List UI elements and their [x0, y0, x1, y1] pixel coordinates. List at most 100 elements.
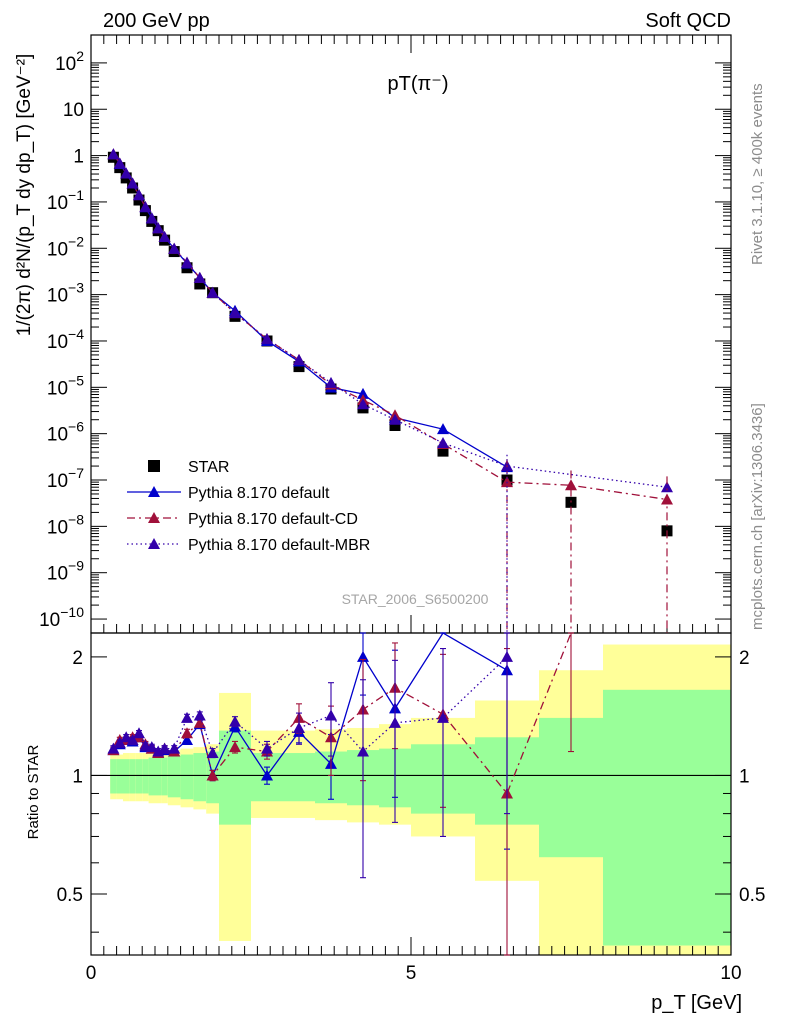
data-point — [357, 398, 369, 410]
band-stat — [161, 757, 168, 796]
series-line — [112, 154, 508, 468]
data-point — [389, 413, 401, 425]
band-stat — [116, 759, 123, 794]
data-point — [437, 445, 449, 457]
ratio-uncertainty-bands — [110, 644, 731, 955]
band-stat — [155, 757, 162, 796]
data-point — [107, 148, 120, 160]
band-stat — [193, 753, 207, 802]
data-point — [113, 157, 126, 169]
ratio-point — [261, 769, 273, 781]
ratio-point — [193, 716, 206, 728]
main-plot-frame — [90, 34, 732, 634]
legend-marker — [148, 486, 160, 497]
ratio-point — [181, 727, 193, 739]
data-point — [565, 479, 577, 491]
legend-marker — [148, 538, 160, 549]
data-point — [357, 387, 369, 399]
legend-marker — [148, 460, 160, 472]
legend-label: Pythia 8.170 default-MBR — [188, 537, 370, 554]
band-stat — [135, 759, 143, 794]
ratio-point — [357, 745, 369, 757]
y-tick-label: 10−5 — [47, 372, 84, 399]
data-point — [158, 231, 171, 243]
band-stat — [180, 754, 194, 800]
ratio-layer — [107, 632, 574, 956]
y-tick-label: 10−7 — [47, 465, 84, 492]
band-stat — [603, 689, 731, 946]
series-0 — [107, 151, 673, 537]
legend-label: Pythia 8.170 default — [188, 485, 330, 502]
data-point — [661, 481, 673, 493]
series-3 — [107, 148, 673, 493]
plot-title: pT(π⁻) — [387, 73, 448, 95]
ratio-point — [145, 741, 158, 753]
ratio-point — [181, 734, 193, 746]
ratio-point — [389, 716, 401, 728]
ratio-point — [152, 745, 165, 757]
ratio-point — [193, 709, 206, 721]
data-point — [181, 256, 193, 268]
ratio-tick-label: 0.5 — [57, 885, 83, 906]
y-tick-label: 10−8 — [47, 511, 84, 538]
ratio-tick-label: 2 — [72, 648, 83, 669]
ratio-point — [229, 715, 241, 727]
y-tick-label: 1 — [73, 147, 84, 168]
mcplots-label: mcplots.cern.ch [arXiv:1306.3436] — [749, 403, 766, 630]
series-1 — [107, 148, 513, 473]
x-tick-label: 5 — [406, 963, 417, 984]
ratio-point — [133, 727, 145, 739]
ratio-point — [261, 742, 273, 754]
data-point — [293, 361, 305, 373]
data-point — [126, 177, 139, 189]
header-right: Soft QCD — [645, 10, 731, 32]
ratio-series-2 — [107, 632, 513, 879]
y-tick-label: 10−2 — [47, 233, 84, 260]
data-point — [139, 200, 152, 212]
ratio-tick-label: 0.5 — [739, 885, 765, 906]
ratio-axis-label: Ratio to STAR — [25, 744, 42, 839]
data-point — [261, 333, 273, 345]
x-axis-label: p_T [GeV] — [651, 992, 742, 1014]
series-layer — [107, 148, 673, 633]
ratio-point — [501, 650, 513, 662]
y-tick-label: 10−9 — [47, 558, 84, 585]
ratio-point — [168, 742, 181, 754]
ratio-point — [325, 709, 337, 721]
band-stat — [123, 759, 130, 794]
legend: STAR Pythia 8.170 default Pythia 8.170 def… — [127, 459, 370, 554]
analysis-tag: STAR_2006_S6500200 — [342, 591, 489, 607]
ratio-point — [437, 711, 449, 723]
ratio-point — [229, 741, 241, 753]
ratio-tick-label: 2 — [739, 648, 750, 669]
header-left: 200 GeV pp — [103, 10, 210, 32]
data-point — [229, 307, 241, 319]
y-tick-label: 10−10 — [39, 604, 84, 631]
data-point — [325, 376, 337, 388]
main-error-bars — [506, 454, 668, 633]
data-point — [437, 423, 449, 435]
axes: 10−1010−910−810−710−610−510−410−310−210−… — [39, 35, 765, 984]
y-tick-label: 102 — [55, 48, 84, 75]
ratio-tick-label: 1 — [72, 766, 83, 787]
data-point — [152, 222, 165, 234]
data-point — [120, 167, 133, 179]
ratio-point — [107, 742, 120, 754]
data-point — [193, 271, 206, 283]
y-tick-label: 10−1 — [47, 187, 84, 214]
legend-marker — [148, 512, 160, 523]
x-tick-label: 10 — [720, 963, 741, 984]
band-stat — [110, 759, 117, 794]
ratio-point — [120, 731, 133, 743]
y-tick-label: 10−3 — [47, 280, 84, 307]
ratio-point — [181, 711, 193, 723]
ratio-line — [112, 632, 572, 795]
data-point — [293, 353, 305, 365]
y-axis-label: 1/(2π) d²N/(p_T dy dp_T) [GeV⁻²] — [14, 54, 35, 337]
y-tick-label: 10−4 — [47, 326, 84, 353]
series-line — [112, 153, 668, 488]
band-stat — [142, 759, 149, 794]
band-stat — [129, 759, 136, 794]
x-tick-label: 0 — [86, 963, 97, 984]
